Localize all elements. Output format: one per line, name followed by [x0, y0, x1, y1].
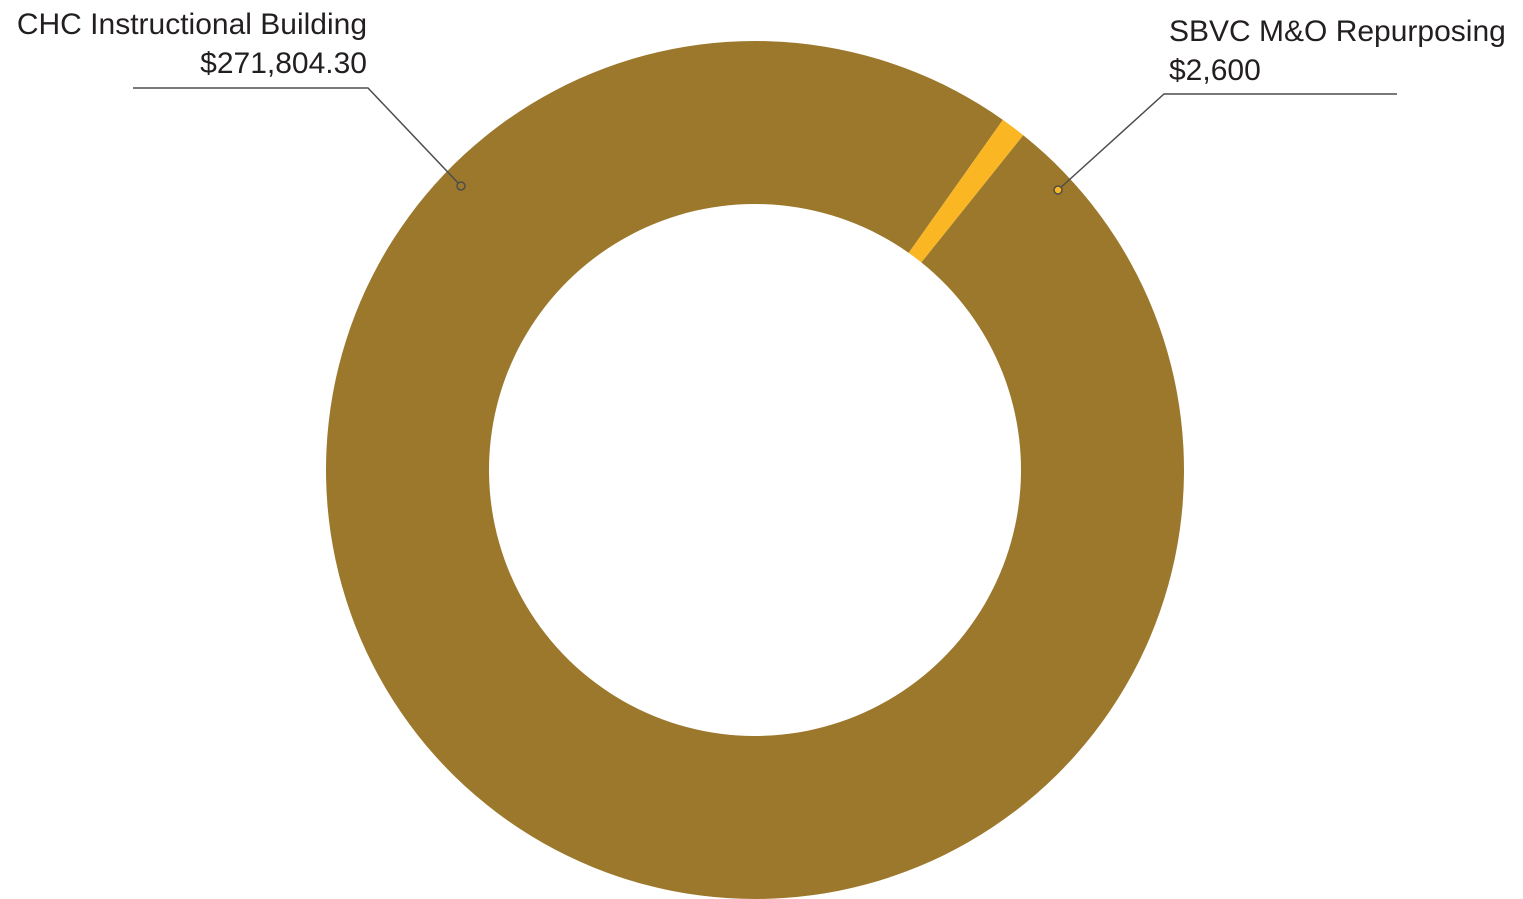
- callout-sbvc: SBVC M&O Repurposing $2,600: [1053, 15, 1506, 195]
- slice-chc-instructional-building: [325, 40, 1184, 899]
- slice-value-chc: $271,804.30: [200, 47, 367, 80]
- slice-label-sbvc: SBVC M&O Repurposing: [1169, 15, 1506, 48]
- leader-line-sbvc: [1057, 93, 1397, 191]
- callout-chc: CHC Instructional Building $271,804.30: [17, 8, 466, 191]
- slice-sbvc-mo-repurposing: [908, 119, 1024, 263]
- slice-label-chc: CHC Instructional Building: [17, 8, 367, 41]
- leader-dot-chc: [456, 181, 466, 191]
- leader-dot-sbvc: [1053, 185, 1063, 195]
- slices-group: [325, 40, 1184, 899]
- leader-line-chc: [133, 87, 462, 187]
- slice-value-sbvc: $2,600: [1169, 54, 1261, 87]
